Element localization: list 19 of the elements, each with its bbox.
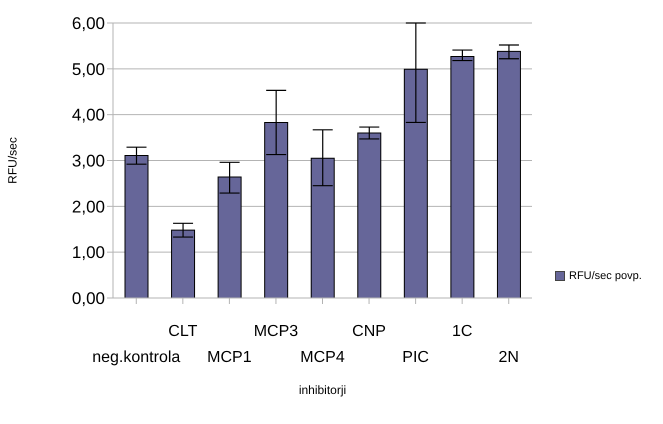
legend-label: RFU/sec povp. [569,270,642,282]
y-tick-label: 1,00 [72,243,105,262]
x-tick-label: neg.kontrola [92,349,180,366]
x-tick-label: MCP3 [254,323,298,340]
x-tick-label: MCP4 [300,349,345,366]
y-tick-label: 3,00 [72,152,105,171]
x-tick-label: PIC [402,349,429,366]
x-axis-title: inhibitorji [298,383,346,397]
x-tick-label: CNP [352,323,386,340]
y-axis-title: RFU/sec [5,137,20,184]
x-tick-label: 1C [452,323,472,340]
y-tick-label: 0,00 [72,289,105,308]
x-tick-label: 2N [498,349,519,366]
x-tick-label: MCP1 [207,349,252,366]
y-tick-label: 4,00 [72,106,105,125]
y-tick-label: 6,00 [72,14,105,34]
y-tick-label: 5,00 [72,60,105,79]
x-tick-label: CLT [168,323,198,340]
y-tick-label: 2,00 [72,197,105,216]
